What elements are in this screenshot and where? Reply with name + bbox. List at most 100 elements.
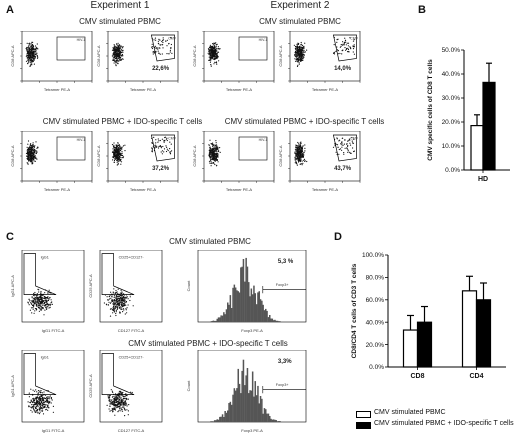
flow-gate-plot-r2-cd25: CD25+CD127- CD127 FITC-A CD25 APC-A (88, 350, 163, 433)
y-tick-label: 100.0% (362, 252, 384, 259)
plot-frame (99, 350, 163, 423)
bar-hd-series-1 (482, 81, 496, 171)
y-axis-label: CD8 APC-A (192, 145, 197, 166)
dot-cluster (111, 136, 173, 166)
c-row1-title: CMV stimulated PBMC (169, 237, 251, 246)
flow-dot-plot-e2-r1-hiv: HIV-1 Tetramer PE-A CD8 APC-A (192, 31, 275, 92)
histogram-bars (210, 359, 282, 422)
gate-label: CD25+CD127- (119, 256, 145, 260)
gate-label: IgG1 (41, 256, 49, 260)
x-axis-label: Tetramer PE-A (312, 187, 339, 192)
x-category-label: HD (478, 176, 488, 183)
x-axis-label: Tetramer PE-A (130, 87, 157, 92)
x-axis-label: IgG1 FITC-A (42, 428, 65, 433)
legend-label-cmv-ido: CMV stimulated PBMC + IDO-specific T cel… (374, 420, 514, 427)
panel-letter-a: A (6, 4, 14, 16)
c-row2-title: CMV stimulated PBMC + IDO-specific T cel… (128, 339, 288, 348)
panel-letter-b: B (418, 4, 426, 16)
plot-frame (21, 250, 85, 323)
plot-frame (99, 250, 163, 323)
cmv-gate-label: CMV (350, 137, 358, 141)
flow-dot-plot-e2-r1-cmv: CMV 14,0% Tetramer PE-A CD8 APC-A (278, 31, 361, 92)
panel-letter-d: D (334, 231, 342, 243)
gate-polygon (23, 353, 57, 395)
flow-dot-plot-e2-r2-hiv: HIV-1 Tetramer PE-A CD8 APC-A (192, 131, 275, 192)
y-axis-label: CD8 APC-A (278, 145, 283, 166)
x-axis-label: Foxp3 PE-A (241, 428, 263, 433)
dot-cluster (208, 139, 221, 167)
y-axis-label: CD25 APC-A (88, 274, 93, 298)
experiment-2-title: Experiment 2 (270, 0, 330, 11)
y-axis-title: CMV specific cells of CD8 T cells (427, 59, 434, 161)
flow-gate-plot-r1-cd25: CD25+CD127- CD127 FITC-A CD25 APC-A (88, 250, 163, 333)
y-tick-label: 40.0% (366, 319, 385, 326)
bar-cd4-series-0 (461, 290, 478, 368)
flow-dot-plot-e2-r2-cmv: CMV 43,7% Tetramer PE-A CD8 APC-A (278, 131, 361, 192)
experiment-1-title: Experiment 1 (90, 0, 150, 11)
x-axis-label: Tetramer PE-A (312, 87, 339, 92)
flow-gate-plot-r1-igg1: IgG1 IgG1 FITC-A IgG1 APC-A (10, 250, 85, 333)
cmv-gate (150, 34, 175, 62)
y-tick-label: 40.0% (442, 71, 461, 78)
gate-polygon (101, 353, 135, 395)
cmv-percentage: 22,6% (152, 66, 170, 72)
hiv-gate (56, 136, 86, 161)
cmv-percentage: 14,0% (334, 66, 352, 72)
hiv-gate-label: HIV-1 (77, 138, 86, 142)
a-row1-title-exp2: CMV stimulated PBMC (259, 17, 341, 26)
y-tick-label: 60.0% (366, 297, 385, 304)
x-axis-label: Tetramer PE-A (226, 87, 253, 92)
cmv-gate-label: CMV (168, 37, 176, 41)
bar-hd-series-0 (470, 124, 484, 171)
flow-dot-plot-e1-r1-cmv: CMV 22,6% Tetramer PE-A CD8 APC-A (96, 31, 179, 92)
gate-label: IgG1 (41, 356, 49, 360)
y-axis-label: CD8 APC-A (96, 45, 101, 66)
bar-cd4-series-1 (475, 299, 492, 368)
hiv-gate (238, 36, 268, 61)
legend-swatch-cmv (356, 411, 371, 418)
plot-frame (21, 350, 85, 423)
bar-cd8-series-1 (416, 321, 433, 368)
x-category-label: CD4 (469, 373, 483, 380)
y-axis-label: IgG1 APC-A (10, 275, 15, 297)
cmv-gate-label: CMV (168, 137, 176, 141)
hiv-gate (238, 136, 268, 161)
y-tick-label: 50.0% (442, 47, 461, 54)
gate-polygon (23, 253, 57, 295)
dot-cluster (111, 37, 173, 67)
flow-gate-plot-r2-igg1: IgG1 IgG1 FITC-A IgG1 APC-A (10, 350, 85, 433)
gate-label: CD25+CD127- (119, 356, 145, 360)
dot-cluster (294, 137, 355, 166)
y-axis-label: CD8 APC-A (10, 45, 15, 66)
x-axis-label: CD127 FITC-A (118, 428, 145, 433)
y-axis-label: Count (186, 280, 191, 292)
x-category-label: CD8 (410, 373, 424, 380)
cmv-gate-label: CMV (350, 37, 358, 41)
hiv-gate-label: HIV-1 (77, 38, 86, 42)
dot-cluster (25, 41, 39, 67)
foxp3-histogram-r1: Foxp3+ 5,3 % Foxp3 PE-A Count (186, 250, 307, 333)
y-axis-label: IgG1 APC-A (10, 375, 15, 397)
y-tick-label: 80.0% (366, 275, 385, 282)
hiv-gate (56, 36, 86, 61)
cmv-percentage: 43,7% (334, 166, 352, 172)
panel-d-bar-chart: 0.0% 20.0% 40.0% 60.0% 80.0% 100.0% CD8/CD4 T … (351, 252, 506, 380)
dot-cluster (293, 36, 355, 67)
foxp3-histogram-r2: Foxp3+ 3,3% Foxp3 PE-A Count (186, 350, 307, 433)
y-axis-label: CD8 APC-A (96, 145, 101, 166)
cmv-gate (332, 34, 357, 62)
x-axis-label: Tetramer PE-A (130, 187, 157, 192)
y-axis-label: CD8 APC-A (278, 45, 283, 66)
panel-letter-c: C (6, 231, 14, 243)
y-axis-label: Count (186, 380, 191, 392)
y-tick-label: 30.0% (442, 95, 461, 102)
x-axis-label: IgG1 FITC-A (42, 328, 65, 333)
dot-cluster (207, 42, 221, 67)
cmv-gate (332, 134, 357, 162)
hiv-gate-label: HIV-1 (259, 38, 268, 42)
x-axis-label: CD127 FITC-A (118, 328, 145, 333)
legend-swatch-cmv-ido (356, 422, 371, 429)
foxp3-gate-label: Foxp3+ (276, 383, 290, 387)
foxp3-percentage: 5,3 % (278, 259, 294, 265)
flow-dot-plot-e1-r1-hiv: HIV-1 Tetramer PE-A CD8 APC-A (10, 31, 93, 92)
